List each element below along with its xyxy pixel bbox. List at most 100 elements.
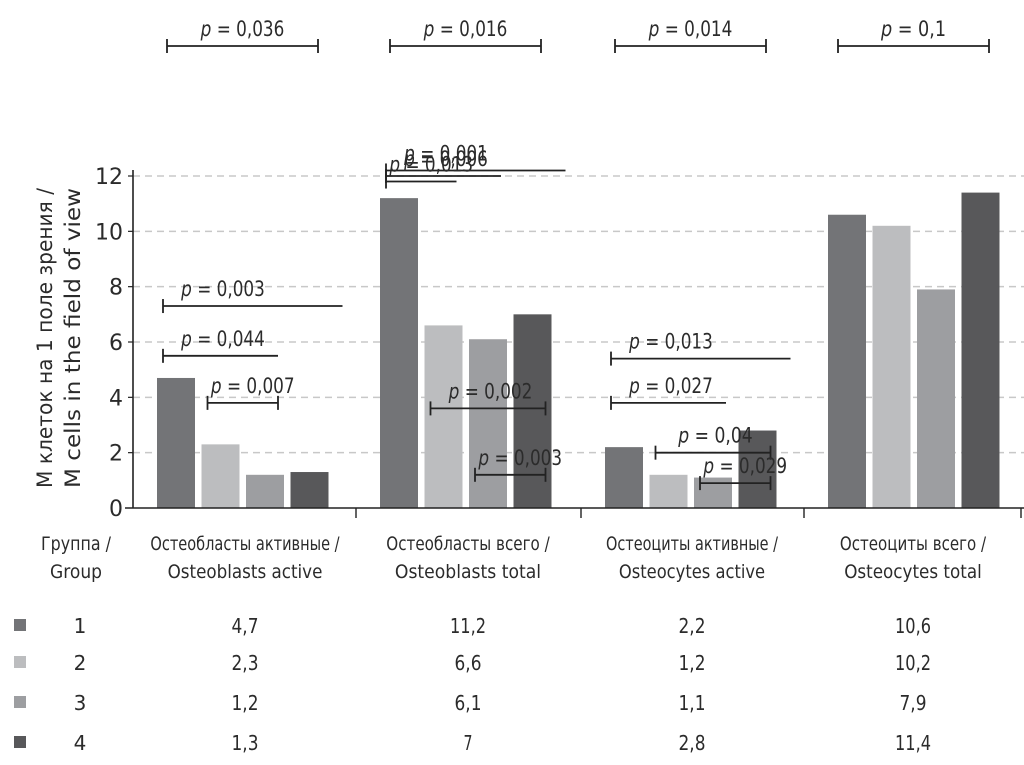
p-value: = 0,002 [459,379,532,403]
significance-bracket: p = 0,027 [610,374,726,410]
p-value-label: p = 0,006 [403,147,488,171]
bar [469,339,507,508]
p-value-label: p = 0,016 [423,17,508,41]
p-symbol: p [478,446,489,470]
p-value-label: p = 0,007 [210,374,295,398]
table-cell: 2,2 [679,614,706,638]
p-value-label: p = 0,013 [389,153,474,177]
legend-swatch [14,736,26,748]
significance-bracket: p = 0,016 [389,17,542,53]
y-tick-label: 4 [109,386,123,411]
legend-label: 3 [74,691,87,715]
y-axis-label: M клеток на 1 поле зрения / M cells in t… [33,187,85,488]
category-label: Остеобласты всего / [386,533,550,555]
p-symbol: p [403,147,414,171]
significance-bracket: p = 0,002 [429,379,547,416]
table-cell: 6,1 [455,691,482,715]
bar [828,214,866,508]
bar [290,472,329,508]
p-value-label: p = 0,1 [880,17,946,41]
bar [961,192,1000,508]
table-cell: 10,6 [895,614,931,638]
p-symbol: p [403,141,414,165]
p-symbol: p [628,330,639,354]
legend-label: 2 [74,651,87,675]
p-value-label: p = 0,04 [677,424,752,448]
p-value-label: p = 0,013 [628,330,713,354]
significance-bracket: p = 0,044 [162,327,278,363]
axes [125,170,1024,518]
table-cell: 11,4 [895,731,931,755]
significance-bracket: p = 0,013 [385,153,474,189]
p-value-label: p = 0,044 [180,327,265,351]
gridlines [133,175,1024,454]
bar [246,474,284,508]
p-value: = 0,006 [415,147,488,171]
category-label: Остеобласты активные / [150,533,340,555]
legend-label: 4 [74,731,87,755]
table-cell: 7 [464,731,473,755]
p-value: = 0,1 [892,17,946,41]
y-axis-label-line-2: M cells in the field of view [61,188,85,488]
table-cell: 1,2 [679,651,706,675]
bar [649,474,688,508]
y-tick-label: 2 [109,442,123,467]
p-value: = 0,007 [222,374,295,398]
y-tick-label: 0 [109,497,123,522]
p-value-label: p = 0,014 [648,17,733,41]
significance-bracket: p = 0,006 [385,147,501,183]
bar [605,447,643,508]
significance-bracket: p = 0,04 [654,424,772,460]
p-value: = 0,044 [192,327,265,351]
p-value: = 0,001 [415,141,488,165]
legend-swatch [14,696,26,708]
p-value-label: p = 0,003 [478,446,563,470]
y-tick-label: 8 [109,276,123,301]
p-symbol: p [648,17,659,41]
table-cell: 1,2 [232,691,259,715]
significance-bracket: p = 0,003 [162,277,343,314]
significance-bracket: p = 0,014 [614,17,767,53]
significance-bracket: p = 0,003 [474,446,563,482]
p-value-label: p = 0,003 [180,277,265,301]
category-label: Osteoblasts active [168,561,323,583]
table-cell: 10,2 [895,651,931,675]
y-tick-label: 12 [95,165,123,190]
category-label: Osteocytes total [844,561,982,583]
p-value-label: p = 0,002 [448,379,533,403]
p-symbol: p [180,327,191,351]
p-symbol: p [448,379,459,403]
table-cell: 2,3 [232,651,259,675]
p-symbol: p [677,424,689,448]
table-cell: 1,1 [679,691,706,715]
p-symbol: p [880,17,892,41]
p-symbol: p [628,374,639,398]
p-value: = 0,003 [192,277,265,301]
p-symbol: p [389,153,400,177]
group-header: Group [50,561,102,583]
p-symbol: p [423,17,434,41]
y-tick-labels: 0 2 4 6 8 10 12 [95,165,123,522]
legend-swatch [14,656,26,668]
significance-annotations: p = 0,036 p = 0,016 p = 0,014 p = 0,1p = 0,… [162,17,990,491]
p-value: = 0,029 [714,454,787,478]
p-symbol: p [210,374,221,398]
bar [738,430,777,508]
p-value: = 0,027 [640,374,713,398]
group-header: Группа / [41,533,111,555]
significance-bracket: p = 0,029 [699,454,788,491]
bar [201,444,240,508]
p-symbol: p [200,17,211,41]
bar [424,325,463,508]
table-cell: 2,8 [679,731,706,755]
table-cell: 11,2 [450,614,486,638]
data-table: 1 4,7 11,2 2,2 10,6 2 2,3 6,6 1,2 10,2 3 1,2 6,1 1,1 7… [14,614,931,755]
category-label: Osteocytes active [619,561,765,583]
p-value-label: p = 0,029 [703,454,788,478]
bar [157,377,195,508]
y-tick-label: 10 [95,220,123,245]
bar [917,289,955,508]
p-value: = 0,013 [400,153,473,177]
p-value: = 0,003 [489,446,562,470]
y-tick-label: 6 [109,331,123,356]
